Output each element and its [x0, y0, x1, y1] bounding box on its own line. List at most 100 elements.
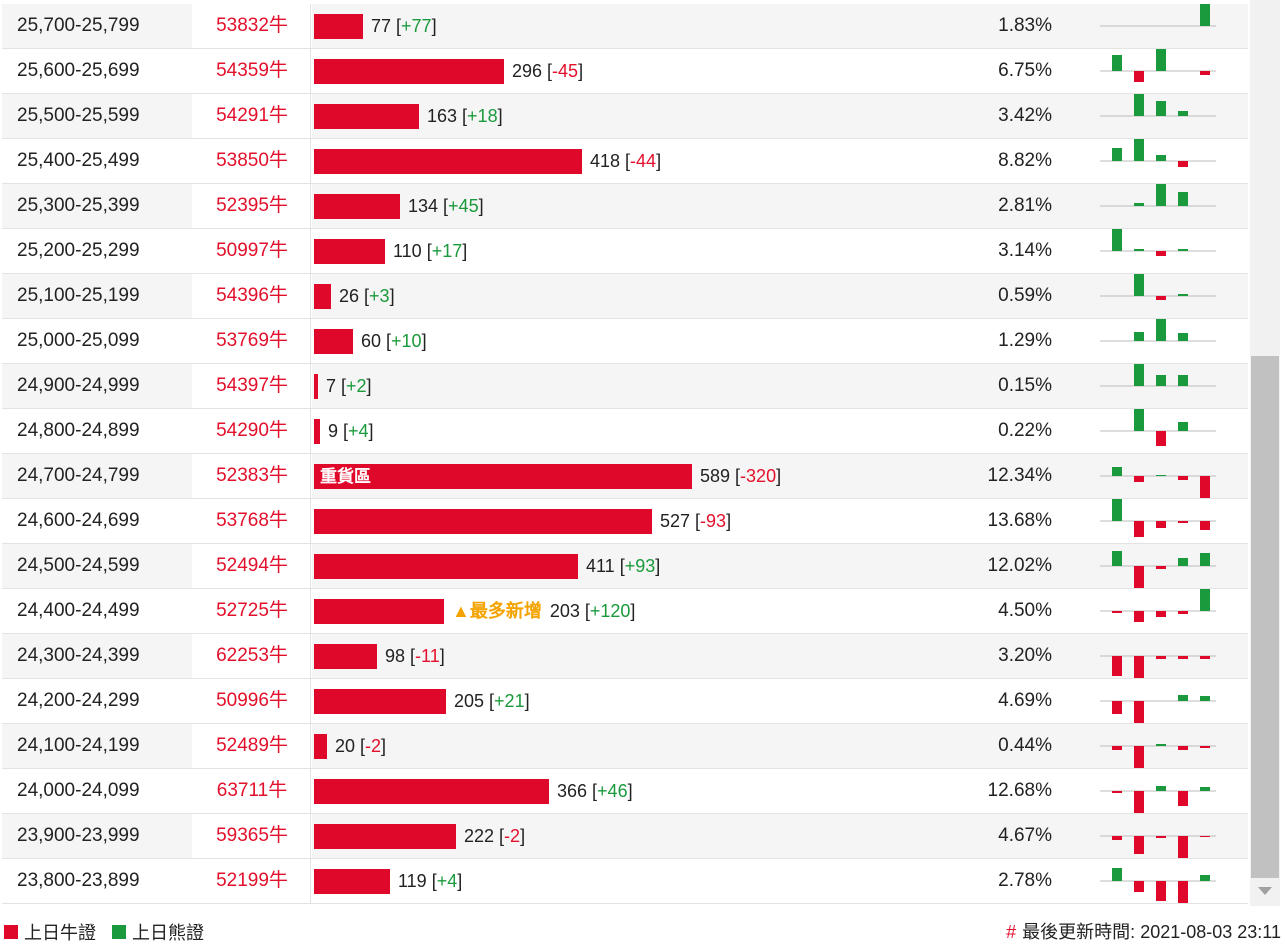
bar-cell: 重貨區 589 [-320] — [310, 454, 991, 498]
count-change: +45 — [448, 196, 479, 216]
count-change: +93 — [624, 556, 656, 576]
count-change: +46 — [597, 781, 628, 801]
count-value: 589 [ — [700, 466, 741, 486]
warrant-code-link[interactable]: 59365牛 — [192, 814, 312, 858]
count-change: -320 — [740, 466, 777, 486]
sparkline-bar-bull — [1156, 611, 1166, 617]
bar-cell: 163 [+18] — [310, 94, 991, 138]
count-label: 77 [+77] — [371, 4, 437, 48]
count-value: 527 [ — [660, 511, 701, 531]
percent-value: 1.83% — [998, 15, 1052, 36]
sparkline-bar-bear — [1200, 553, 1210, 566]
bar-cell: 296 [-45] — [310, 49, 991, 93]
count-label: 60 [+10] — [361, 319, 427, 363]
percent-value: 6.75% — [998, 60, 1052, 81]
table-row: 24,400-24,499 52725牛 ▲最多新增 203 [+120] 4.50% — [2, 589, 1248, 634]
sparkline-bar-bull — [1156, 431, 1166, 446]
count-label: 418 [-44] — [590, 139, 661, 183]
warrant-code-link[interactable]: 53850牛 — [192, 139, 312, 183]
sparkline-bar-bear — [1200, 589, 1210, 611]
count-change: +4 — [348, 421, 369, 441]
warrant-code-link[interactable]: 54290牛 — [192, 409, 312, 453]
count-label: 20 [-2] — [335, 724, 386, 768]
warrant-code-link[interactable]: 54397牛 — [192, 364, 312, 408]
scroll-down-arrow-icon[interactable] — [1258, 887, 1272, 895]
count-bar — [314, 149, 582, 174]
bracket-close: ] — [439, 646, 445, 666]
warrant-code-link[interactable]: 63711牛 — [192, 769, 312, 813]
warrant-code-link[interactable]: 50997牛 — [192, 229, 312, 273]
warrant-code-link[interactable]: 53768牛 — [192, 499, 312, 543]
count-change: +18 — [467, 106, 498, 126]
percent-value: 13.68% — [987, 510, 1052, 531]
count-bar: 重貨區 — [314, 464, 692, 489]
count-change: +3 — [369, 286, 390, 306]
sparkline-bar-bear — [1200, 696, 1210, 701]
warrant-code-link[interactable]: 52489牛 — [192, 724, 312, 768]
daily-change-sparkline — [1100, 744, 1216, 768]
warrant-code-link[interactable]: 53832牛 — [192, 4, 312, 48]
warrant-code-link[interactable]: 54396牛 — [192, 274, 312, 318]
count-value: 26 [ — [339, 286, 370, 306]
count-value: 418 [ — [590, 151, 631, 171]
legend-label-bull: 上日牛證 — [24, 923, 96, 943]
warrant-code-link[interactable]: 52725牛 — [192, 589, 312, 633]
sparkline-bar-bear — [1156, 744, 1166, 746]
warrant-code-link[interactable]: 50996牛 — [192, 679, 312, 723]
sparkline-bar-bear — [1156, 475, 1166, 476]
sparkline-bar-bear — [1134, 364, 1144, 386]
sparkline-bar-bull — [1200, 521, 1210, 530]
count-value: 77 [ — [371, 16, 402, 36]
scrollbar-thumb[interactable] — [1251, 356, 1279, 878]
count-label: 366 [+46] — [557, 769, 633, 813]
vertical-scrollbar[interactable] — [1250, 0, 1280, 906]
warrant-code-link[interactable]: 52199牛 — [192, 859, 312, 903]
count-label: 411 [+93] — [586, 544, 660, 588]
strike-range: 24,300-24,399 — [17, 645, 140, 666]
percent-value: 0.44% — [998, 735, 1052, 756]
percent-value: 3.20% — [998, 645, 1052, 666]
warrant-code-link[interactable]: 52494牛 — [192, 544, 312, 588]
table-row: 25,200-25,299 50997牛 110 [+17] 3.14% — [2, 229, 1248, 274]
strike-range: 25,000-25,099 — [17, 330, 140, 351]
sparkline-bar-bull — [1134, 836, 1144, 854]
count-change: +77 — [401, 16, 432, 36]
sparkline-bar-bear — [1112, 551, 1122, 566]
sparkline-bar-bear — [1156, 101, 1166, 116]
bracket-close: ] — [462, 241, 468, 261]
legend-label-bear: 上日熊證 — [132, 923, 204, 943]
sparkline-bar-bear — [1134, 332, 1144, 341]
count-bar — [314, 329, 353, 354]
count-label: 589 [-320] — [700, 454, 781, 498]
count-label: 98 [-11] — [385, 634, 445, 678]
sparkline-bar-bear — [1156, 155, 1166, 161]
warrant-code-link[interactable]: 62253牛 — [192, 634, 312, 678]
daily-change-sparkline — [1100, 274, 1216, 300]
count-label: 26 [+3] — [339, 274, 395, 318]
count-value: 366 [ — [557, 781, 598, 801]
sparkline-bar-bear — [1112, 868, 1122, 881]
bar-cell: 222 [-2] — [310, 814, 991, 858]
sparkline-bar-bear — [1112, 148, 1122, 161]
table-row: 25,400-25,499 53850牛 418 [-44] 8.82% — [2, 139, 1248, 184]
warrant-code-link[interactable]: 54291牛 — [192, 94, 312, 138]
count-change: -11 — [415, 646, 440, 666]
warrant-code-link[interactable]: 52383牛 — [192, 454, 312, 498]
count-label: 163 [+18] — [427, 94, 503, 138]
warrant-code-link[interactable]: 52395牛 — [192, 184, 312, 228]
strike-range: 24,900-24,999 — [17, 375, 140, 396]
count-change: -44 — [630, 151, 657, 171]
strike-range: 25,600-25,699 — [17, 60, 140, 81]
count-change: -93 — [700, 511, 727, 531]
sparkline-bar-bear — [1112, 467, 1122, 476]
warrant-code-link[interactable]: 54359牛 — [192, 49, 312, 93]
sparkline-bar-bull — [1134, 71, 1144, 82]
warrant-code-link[interactable]: 53769牛 — [192, 319, 312, 363]
sparkline-bar-bull — [1156, 656, 1166, 659]
bracket-close: ] — [431, 16, 437, 36]
sparkline-bar-bear — [1112, 55, 1122, 71]
percent-value: 0.15% — [998, 375, 1052, 396]
sparkline-bar-bull — [1156, 296, 1166, 300]
count-change: +120 — [589, 601, 631, 621]
daily-change-sparkline — [1100, 835, 1216, 858]
